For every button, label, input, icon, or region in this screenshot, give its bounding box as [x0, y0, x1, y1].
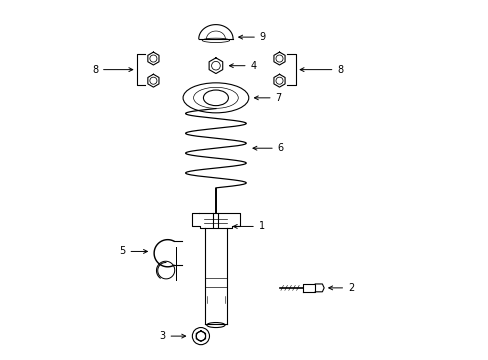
Text: 3: 3: [159, 331, 185, 341]
Text: 8: 8: [92, 64, 132, 75]
Text: 7: 7: [254, 93, 281, 103]
Text: 8: 8: [300, 64, 343, 75]
Text: 6: 6: [252, 143, 283, 153]
Text: 5: 5: [119, 247, 147, 256]
Text: 2: 2: [328, 283, 354, 293]
Text: 1: 1: [233, 221, 264, 231]
Text: 9: 9: [238, 32, 265, 42]
Text: 4: 4: [229, 61, 256, 71]
